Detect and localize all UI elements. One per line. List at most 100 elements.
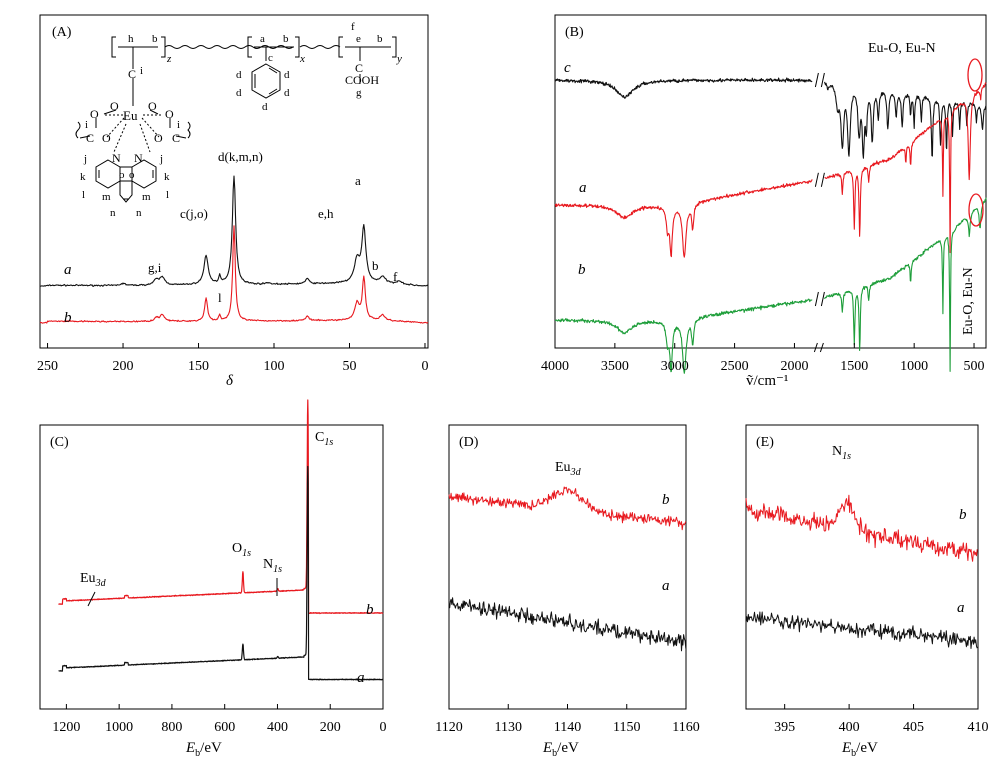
n1s-label: N1s — [263, 557, 282, 575]
peak-label-c: c(j,o) — [180, 206, 208, 221]
eu-region-marker-top — [967, 58, 983, 92]
panel-d-curves — [448, 486, 687, 652]
struct-y-label: y — [396, 53, 402, 65]
panel-d-x-tick-label: 1130 — [495, 720, 522, 735]
panel-a-curve-b-label: b — [64, 310, 72, 326]
panel-b-x-tick-label: 4000 — [541, 359, 569, 374]
c1s-label: C1s — [315, 430, 333, 448]
panel-d-x-tick-label: 1160 — [672, 720, 699, 735]
struct-top-c-label: C — [128, 67, 136, 81]
panel-e-frame — [745, 424, 979, 710]
struct-cooh-label: COOH — [345, 73, 379, 87]
struct-right-c-label: C — [172, 131, 180, 145]
struct-n-label-2: N — [134, 151, 143, 165]
panel-e-x-tick-label: 400 — [839, 720, 860, 735]
struct-m-label-1: m — [102, 191, 111, 203]
polymer-backbone — [111, 36, 397, 94]
structure-labels: h b z a b x f e b y c d d d d d C i O O … — [80, 21, 402, 219]
panel-c-x-tick-label: 600 — [214, 720, 235, 735]
panel-d-curve-b-label: b — [662, 492, 670, 508]
struct-right-i-label: i — [177, 119, 180, 131]
panel-a-x-tick-label: 150 — [188, 359, 209, 374]
struct-b-label-3: b — [377, 33, 383, 45]
phenyl-ring — [251, 63, 281, 99]
xps-survey-curve-b — [58, 399, 384, 615]
struct-x-label: x — [299, 53, 305, 65]
eu3d-pointer-c — [87, 591, 96, 607]
eu3d-label-d: Eu3d — [555, 460, 582, 478]
struct-z-label: z — [166, 53, 172, 65]
struct-eu-label: Eu — [123, 108, 138, 123]
axis-break-mark-x — [813, 342, 824, 353]
struct-l-label-2: l — [166, 189, 169, 201]
phenanthroline-rings — [95, 159, 157, 203]
panel-c-x-tick-label: 1000 — [105, 720, 133, 735]
struct-m-label-2: m — [142, 191, 151, 203]
peak-label-gi: g,i — [148, 260, 162, 275]
panel-a-x-label: δ — [226, 373, 234, 389]
panel-b-x-axis: 4000 3500 3000 2500 2000 1500 1000 500 — [541, 342, 985, 374]
struct-d-label-5: d — [262, 101, 268, 113]
panel-b-x-tick-label: 3000 — [661, 359, 689, 374]
panel-c-curves — [58, 399, 384, 681]
panel-b-curve-b-label: b — [578, 262, 586, 278]
panel-b-label: (B) — [565, 25, 584, 40]
panel-e: (E) 395 400 405 410 N1s b a Eb/eV — [745, 424, 989, 759]
panel-c-curve-a-label: a — [357, 670, 365, 686]
panel-c-x-tick-label: 1200 — [52, 720, 80, 735]
struct-o-label-6: O — [154, 131, 163, 145]
eu-region-marker-bottom — [968, 193, 984, 227]
panel-b-curve-a-label: a — [579, 180, 587, 196]
panel-d-x-tick-label: 1120 — [435, 720, 462, 735]
struct-left-i-label: i — [85, 119, 88, 131]
panel-b-x-tick-label: 500 — [964, 359, 985, 374]
xps-n1s-curve-b — [745, 494, 978, 562]
panel-c-x-tick-label: 400 — [267, 720, 288, 735]
struct-o-label-7: o — [119, 169, 125, 181]
panel-d-x-tick-label: 1140 — [554, 720, 581, 735]
xps-n1s-curve-a — [745, 611, 978, 649]
ftir-curve-c-part-1 — [824, 81, 987, 159]
axis-break-mark-c — [814, 72, 825, 88]
panel-c-x-axis: 1200 1000 800 600 400 200 0 — [52, 704, 387, 735]
panel-b-x-tick-label: 2500 — [721, 359, 749, 374]
ftir-curve-b-part-1 — [824, 197, 987, 372]
peak-label-f: f — [393, 269, 398, 284]
struct-b-label-1: b — [152, 33, 158, 45]
panel-b-x-tick-label: 2000 — [780, 359, 808, 374]
struct-b-label-2: b — [283, 33, 289, 45]
struct-k-label-1: k — [80, 171, 86, 183]
xps-survey-curve-a — [58, 465, 384, 681]
panel-e-x-axis: 395 400 405 410 — [774, 704, 989, 735]
struct-n-label-3: n — [110, 207, 116, 219]
panel-a: (A) 250 200 150 100 50 0 a b d(k,m,n) a c(j,o… — [37, 14, 429, 389]
panel-d-label: (D) — [459, 435, 479, 450]
panel-c-x-label: Eb/eV — [185, 740, 222, 759]
chemical-structure — [75, 36, 397, 203]
panel-b-x-tick-label: 1000 — [900, 359, 928, 374]
panel-b-x-label: ṽ/cm⁻¹ — [746, 373, 788, 389]
panel-a-label: (A) — [52, 25, 72, 40]
panel-e-x-label: Eb/eV — [841, 740, 878, 759]
panel-d-x-label: Eb/eV — [542, 740, 579, 759]
panel-c-curve-b-label: b — [366, 602, 374, 618]
panel-e-x-tick-label: 395 — [774, 720, 795, 735]
struct-n-label-4: n — [136, 207, 142, 219]
panel-e-curve-b-label: b — [959, 507, 967, 523]
nmr-curve-a — [39, 175, 429, 287]
struct-g-label: g — [356, 87, 362, 99]
peak-label-d: d(k,m,n) — [218, 149, 263, 164]
axis-break-mark-b — [814, 291, 825, 307]
xps-eu3d-curve-b — [448, 486, 687, 531]
panel-c: (C) 1200 1000 800 600 400 200 0 C1s O1s N1s Eu… — [39, 399, 387, 759]
xps-eu3d-curve-a — [448, 597, 687, 652]
ftir-curve-b-part-0 — [554, 298, 813, 374]
nmr-curve-b — [39, 225, 429, 324]
struct-top-i-label: i — [140, 65, 143, 77]
peak-label-l: l — [218, 290, 222, 305]
panel-e-x-tick-label: 405 — [903, 720, 924, 735]
panel-b-curve-c-label: c — [564, 60, 571, 76]
panel-c-label: (C) — [50, 435, 69, 450]
panel-a-x-tick-label: 250 — [37, 359, 58, 374]
